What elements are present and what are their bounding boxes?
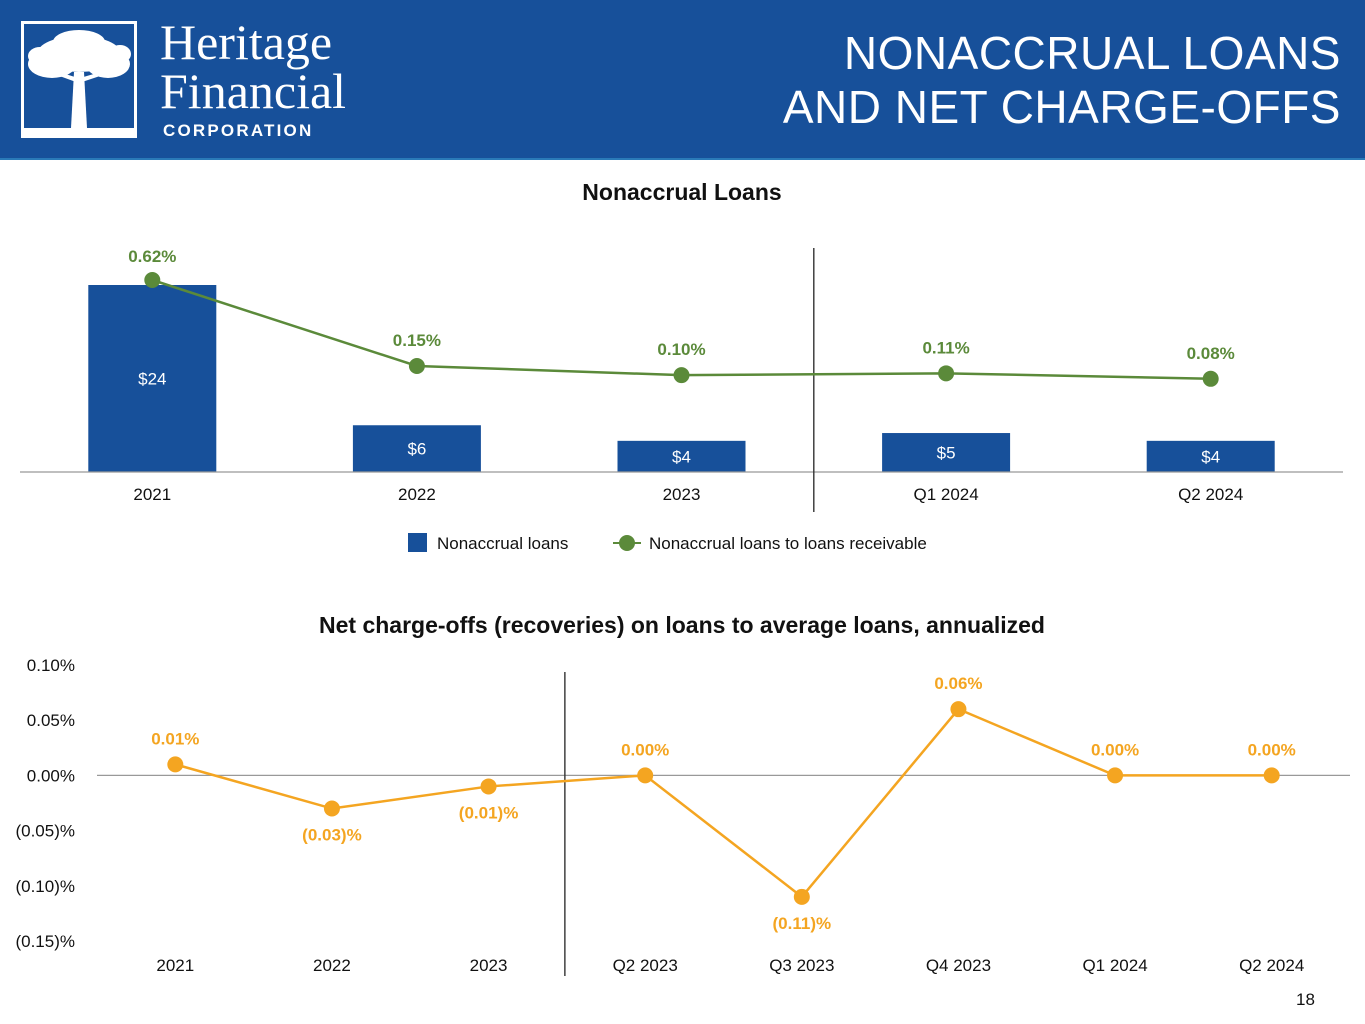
net-charge-offs-chart: Net charge-offs (recoveries) on loans to… <box>15 612 1350 976</box>
logo <box>21 21 137 138</box>
x-tick-2022: 2022 <box>313 956 351 975</box>
x-tick-Q1 2024: Q1 2024 <box>913 485 978 504</box>
x-tick-Q3 2023: Q3 2023 <box>769 956 834 975</box>
nco-label-Q1 2024: 0.00% <box>1091 740 1139 759</box>
legend-marker-ratio <box>619 535 635 551</box>
x-tick-2022: 2022 <box>398 485 436 504</box>
ratio-label-2021: 0.62% <box>128 247 176 266</box>
nco-point-Q4 2023 <box>950 701 967 718</box>
chart2-title: Net charge-offs (recoveries) on loans to… <box>319 612 1045 638</box>
nco-label-Q2 2024: 0.00% <box>1248 740 1296 759</box>
bar-2022 <box>352 425 481 472</box>
nco-point-Q3 2023 <box>793 888 810 905</box>
y-tick-label: 0.05% <box>27 711 75 730</box>
bar-2023 <box>617 440 746 472</box>
y-tick-label: 0.00% <box>27 766 75 785</box>
x-tick-Q2 2024: Q2 2024 <box>1178 485 1243 504</box>
ratio-point-2023 <box>673 367 690 384</box>
nco-point-Q1 2024 <box>1107 767 1124 784</box>
ratio-point-2021 <box>144 272 161 288</box>
x-tick-Q2 2024: Q2 2024 <box>1239 956 1304 975</box>
ratio-label-Q1 2024: 0.11% <box>922 338 969 357</box>
brand-name-line1: Heritage <box>160 14 333 70</box>
nco-point-2022 <box>323 800 340 817</box>
ratio-label-2022: 0.15% <box>393 331 441 350</box>
ratio-point-2022 <box>408 358 425 374</box>
nco-label-Q2 2023: 0.00% <box>621 740 669 759</box>
legend-label-bars: Nonaccrual loans <box>437 534 568 553</box>
page-title-line1: NONACCRUAL LOANS <box>843 27 1341 79</box>
ratio-label-Q2 2024: 0.08% <box>1187 344 1235 363</box>
y-tick-label: (0.05)% <box>15 822 75 841</box>
x-tick-2021: 2021 <box>156 956 194 975</box>
y-tick-label: (0.10)% <box>15 877 75 896</box>
x-tick-Q1 2024: Q1 2024 <box>1082 956 1147 975</box>
ratio-point-Q2 2024 <box>1202 370 1219 387</box>
nco-point-2021 <box>167 756 184 773</box>
nco-point-Q2 2024 <box>1263 767 1280 784</box>
x-tick-2021: 2021 <box>133 485 171 504</box>
bar-label-Q1 2024: $5 <box>937 444 956 463</box>
bar-Q2 2024 <box>1146 440 1275 472</box>
y-tick-label: 0.10% <box>27 656 75 675</box>
tree-icon <box>24 30 134 135</box>
nco-label-Q4 2023: 0.06% <box>934 674 982 693</box>
x-tick-2023: 2023 <box>470 956 508 975</box>
bar-2021 <box>88 285 217 472</box>
x-tick-Q4 2023: Q4 2023 <box>926 956 991 975</box>
x-tick-Q2 2023: Q2 2023 <box>613 956 678 975</box>
brand-name-line2: Financial <box>160 63 347 119</box>
ratio-point-Q1 2024 <box>938 365 955 382</box>
page-title-line2: AND NET CHARGE-OFFS <box>782 81 1341 133</box>
nco-point-2023 <box>480 778 497 795</box>
legend-label-ratio: Nonaccrual loans to loans receivable <box>649 534 927 553</box>
chart1-title: Nonaccrual Loans <box>582 179 781 205</box>
x-tick-2023: 2023 <box>663 485 701 504</box>
nco-label-2021: 0.01% <box>151 729 199 748</box>
nco-series-line <box>174 707 1272 899</box>
nco-label-2023: (0.01)% <box>459 803 519 822</box>
page-number: 18 <box>1296 990 1315 1009</box>
header-banner: Heritage Financial CORPORATION NONACCRUA… <box>0 0 1365 160</box>
y-tick-label: (0.15)% <box>15 932 75 951</box>
brand-name-line3: CORPORATION <box>163 121 314 140</box>
nco-label-Q3 2023: (0.11)% <box>773 914 832 933</box>
bar-label-Q2 2024: $4 <box>1201 447 1220 466</box>
ratio-series-line <box>151 278 1211 381</box>
bar-label-2022: $6 <box>407 440 426 459</box>
nonaccrual-loans-chart: Nonaccrual Loans $24 $6 $4 $5 $4 0.62% 0.15% 0.1… <box>20 179 1343 553</box>
bar-label-2021: $24 <box>138 370 166 389</box>
bar-label-2023: $4 <box>672 447 691 466</box>
ratio-label-2023: 0.10% <box>657 340 705 359</box>
legend-swatch-bars <box>408 533 427 552</box>
nco-point-Q2 2023 <box>637 767 654 784</box>
bar-Q1 2024 <box>882 433 1011 472</box>
nco-label-2022: (0.03)% <box>302 826 362 845</box>
